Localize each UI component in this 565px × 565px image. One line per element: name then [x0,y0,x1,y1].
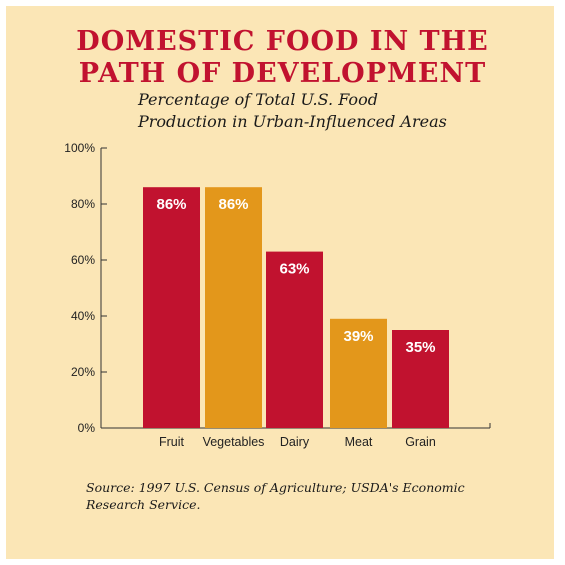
bars [143,187,449,428]
source-line-2: Research Service. [86,497,201,512]
y-tick-label: 40% [71,309,95,323]
category-label: Fruit [159,435,185,449]
data-label: 35% [405,339,435,356]
y-tick-label: 0% [78,421,96,435]
category-label: Grain [405,435,436,449]
chart-subtitle-line-1: Percentage of Total U.S. Food [138,90,378,109]
y-tick-label: 80% [71,197,95,211]
x-axis-categories: Fruit Vegetables Dairy Meat Grain [159,435,436,449]
bar-vegetables [205,187,262,428]
category-label: Meat [345,435,373,449]
chart-title-line-2: PATH OF DEVELOPMENT [78,58,487,89]
bar-dairy [266,251,323,428]
bar-meat [330,318,387,428]
y-tick-label: 100% [64,141,95,155]
source-line-1: Source: 1997 U.S. Census of Agriculture;… [86,480,465,495]
category-label: Dairy [280,435,310,449]
category-label: Vegetables [203,435,265,449]
chart-subtitle-line-2: Production in Urban-Influenced Areas [138,112,447,131]
chart-title-line-1: DOMESTIC FOOD IN THE [76,26,489,57]
data-label: 86% [156,196,186,213]
bar-fruit [143,187,200,428]
data-label: 86% [218,196,248,213]
y-tick-label: 20% [71,365,95,379]
data-labels: 86% 86% 63% 39% 35% [156,196,435,356]
data-label: 63% [279,261,309,278]
bar-grain [392,330,449,428]
y-tick-label: 60% [71,253,95,267]
source-note: Source: 1997 U.S. Census of Agriculture;… [86,479,506,513]
data-label: 39% [343,328,373,345]
